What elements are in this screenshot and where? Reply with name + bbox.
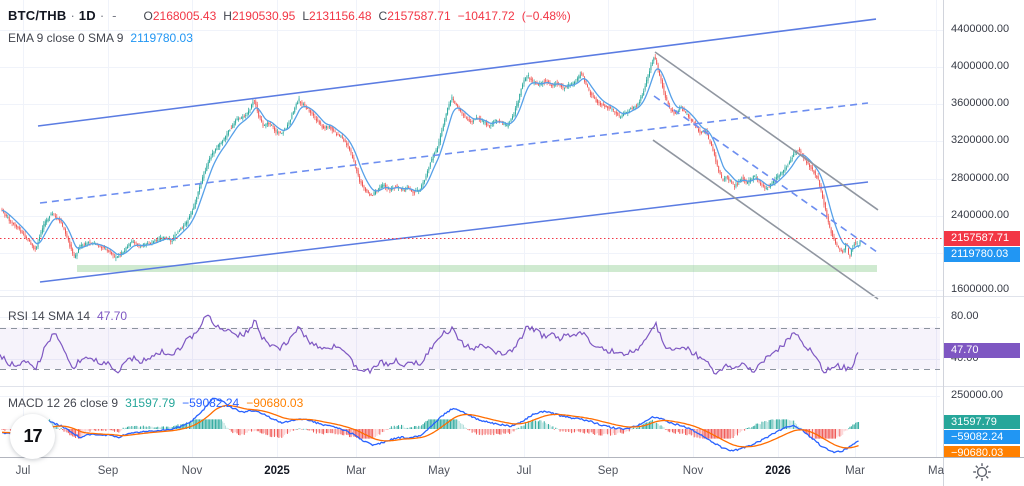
macd-legend: MACD 12 26 close 9 31597.79 −59082.24 −9068… — [8, 396, 303, 410]
open-label: O — [143, 9, 153, 23]
pane-separator — [944, 386, 1024, 387]
time-axis-month-label: Mar — [346, 465, 366, 477]
macd-legend-text: MACD 12 26 close 9 — [8, 396, 119, 410]
price-axis-label: 4400000.00 — [951, 23, 1010, 35]
ema-legend-value: 2119780.03 — [130, 31, 193, 45]
high-value: 2190530.95 — [231, 9, 296, 23]
symbol-legend: BTC/THB · 1D · - O2168005.43 H2190530.95 L21311… — [8, 8, 571, 23]
macd-signal-value: −90680.03 — [246, 396, 304, 410]
timeframe[interactable]: 1D — [78, 8, 96, 23]
macd-line-badge: −59082.24 — [944, 430, 1020, 444]
settings-gear-icon[interactable] — [971, 461, 993, 483]
low-label: L — [302, 9, 310, 23]
axis-corner-divider — [943, 458, 944, 486]
rsi-value-badge: 47.70 — [944, 343, 1020, 358]
time-axis-month-label: May — [428, 465, 450, 477]
price-axis-label: 2400000.00 — [951, 208, 1010, 221]
macd-axis-label: 250000.00 — [951, 389, 1003, 401]
symbol-name[interactable]: BTC/THB — [8, 8, 67, 23]
price-axis[interactable]: 80.00 40.00 250000.00 2157587.71 2119780… — [943, 0, 1024, 457]
time-axis-year-label: 2026 — [765, 465, 791, 477]
change-value: −10417.72 — [457, 9, 515, 23]
macd-hist-value: 31597.79 — [125, 396, 176, 410]
macd-signal-badge: −90680.03 — [944, 446, 1020, 457]
ema-value-badge: 2119780.03 — [944, 246, 1020, 262]
time-axis-month-label: Nov — [181, 465, 203, 477]
price-axis-label: 4000000.00 — [951, 60, 1010, 73]
time-axis[interactable]: Jul Sep Nov 2025 Mar May Jul Sep Nov 2026 Mar Ma — [0, 457, 1024, 486]
price-axis-label: 2800000.00 — [951, 171, 1010, 184]
ema-legend-text: EMA 9 close 0 SMA 9 — [8, 31, 124, 45]
time-axis-month-label: Mar — [845, 465, 865, 477]
macd-hist-badge: 31597.79 — [944, 415, 1020, 429]
pane-separator — [944, 296, 1024, 297]
price-axis-label: 3600000.00 — [951, 97, 1010, 110]
separator: · — [70, 8, 75, 23]
open-value: 2168005.43 — [152, 9, 217, 23]
time-axis-month-label: Ma — [928, 465, 944, 477]
rsi-axis-label: 80.00 — [951, 310, 979, 322]
separator: · — [99, 8, 105, 23]
rsi-legend-value: 47.70 — [97, 309, 128, 323]
close-label: C — [378, 9, 388, 23]
macd-line-value: −59082.24 — [182, 396, 240, 410]
rsi-legend-text: RSI 14 SMA 14 — [8, 309, 91, 323]
high-label: H — [223, 9, 232, 23]
change-percent: (−0.48%) — [521, 9, 571, 23]
tradingview-logo-glyph: 17 — [23, 426, 42, 446]
close-value: 2157587.71 — [387, 9, 451, 23]
time-axis-month-label: Sep — [597, 465, 619, 477]
time-axis-month-label: Jul — [15, 465, 31, 477]
price-axis-label: 3200000.00 — [951, 134, 1010, 147]
time-axis-month-label: Nov — [682, 465, 704, 477]
price-axis-label: 1600000.00 — [951, 283, 1010, 295]
rsi-legend: RSI 14 SMA 14 47.70 — [8, 309, 127, 323]
ema-legend: EMA 9 close 0 SMA 9 2119780.03 — [8, 31, 193, 45]
time-axis-month-label: Sep — [97, 465, 119, 477]
ohlc-values: O2168005.43 H2190530.95 L2131156.48 C215758… — [137, 9, 571, 23]
time-axis-year-label: 2025 — [264, 465, 290, 477]
chart-canvas[interactable] — [0, 0, 943, 457]
exchange-placeholder: - — [112, 8, 117, 23]
last-price-badge: 2157587.71 — [944, 230, 1020, 246]
time-axis-month-label: Jul — [516, 465, 532, 477]
tradingview-logo[interactable]: 17 — [10, 414, 55, 459]
low-value: 2131156.48 — [309, 9, 372, 23]
